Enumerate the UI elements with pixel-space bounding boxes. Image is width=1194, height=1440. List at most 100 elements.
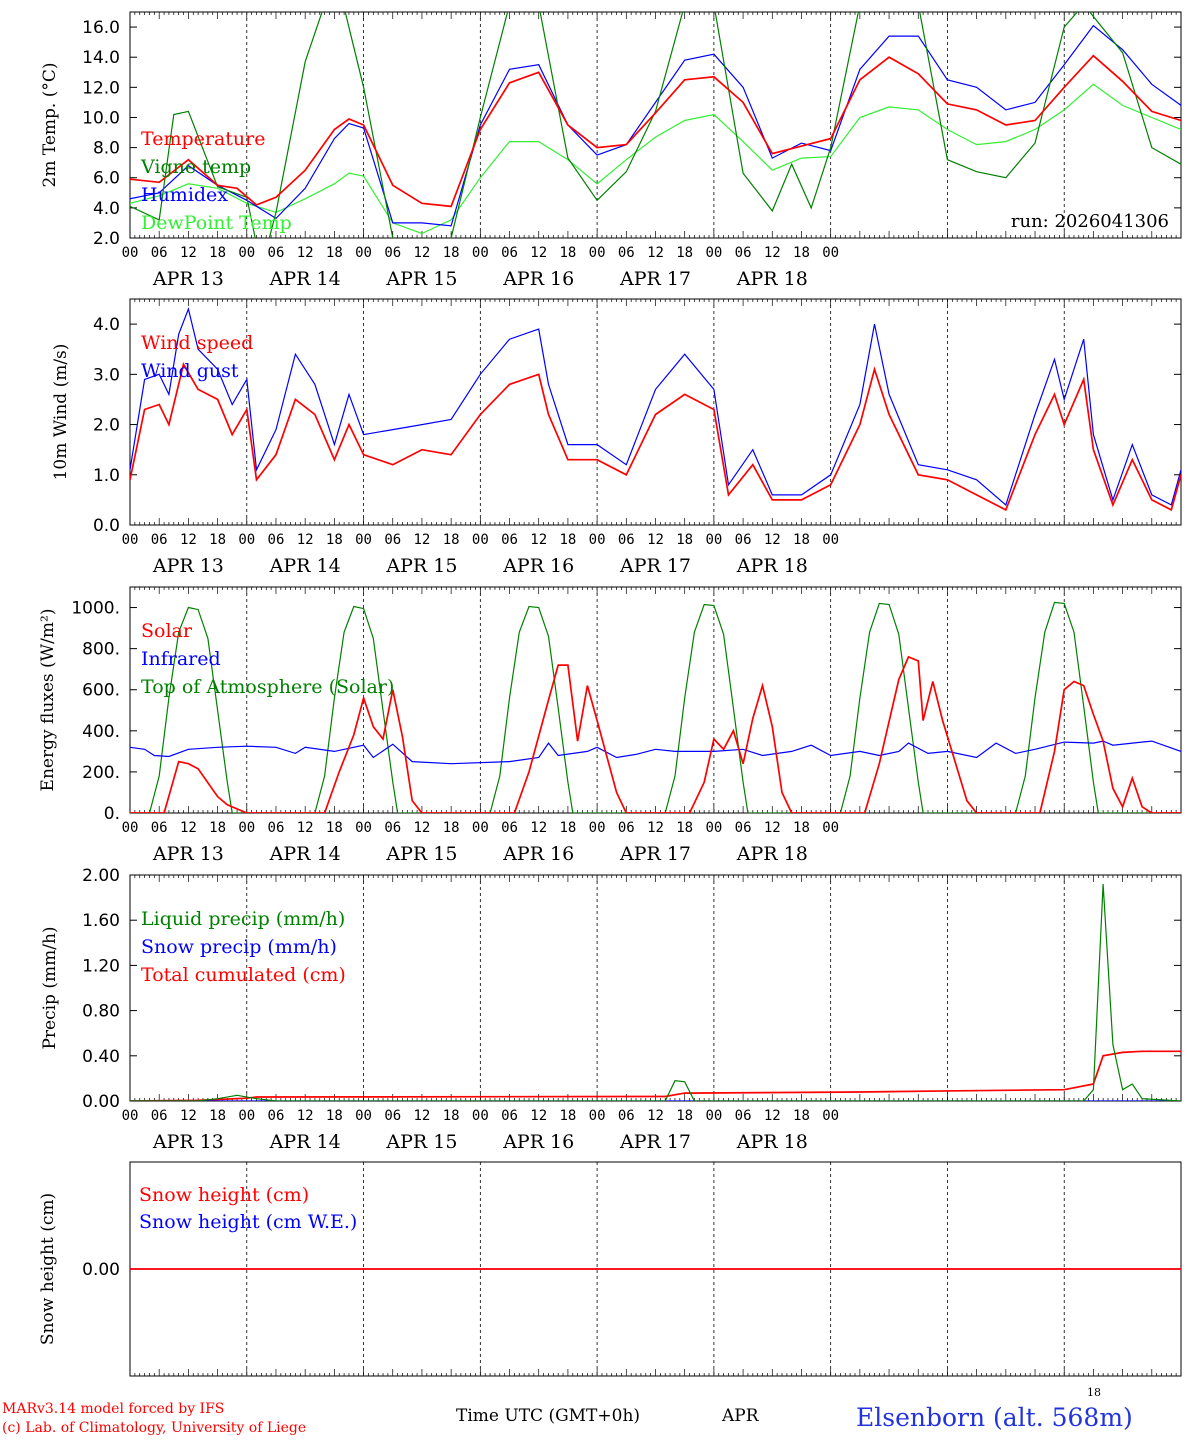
y-tick-label: 400. (82, 722, 120, 742)
panel-wind: 0.0 1.0 2.0 3.0 4.0 10m Wind (m/s) 00 06 12 18 00 0… (51, 298, 1182, 577)
y-tick-label: 12.0 (82, 78, 120, 98)
day-label: APR 13 (152, 843, 224, 865)
series-line-liquid-precip-mm-h- (130, 883, 1181, 1101)
x-tick-label: 06 (151, 532, 168, 548)
x-tick-label: 12 (180, 820, 197, 836)
x-tick-label: 18 (443, 820, 460, 836)
x-tick-label: 00 (355, 1108, 372, 1124)
y-tick-label: 1.60 (82, 911, 120, 931)
x-tick-label: 00 (122, 1108, 139, 1124)
day-label: APR 18 (736, 843, 808, 865)
x-tick-label: 06 (151, 245, 168, 261)
day-label: APR 13 (152, 1131, 224, 1153)
panel-temp: 2.0 4.0 6.0 8.0 10.0 12.0 14.0 16.0 2m Temp. (°C… (40, 11, 1182, 290)
x-tick-label: 18 (676, 1108, 693, 1124)
panel-energy: 0. 200. 400. 600. 800. 1000. Energy fluxes (W/… (38, 586, 1182, 865)
x-tick-label: 06 (151, 1108, 168, 1124)
legend-entry: Snow precip (mm/h) (141, 936, 337, 958)
panel-precip: 0.00 0.40 0.80 1.20 1.60 2.00 Precip (mm/h) 00 0… (40, 866, 1182, 1153)
y-tick-label: 1.0 (93, 466, 120, 486)
x-tick-label: 06 (268, 532, 285, 548)
series-line-solar (130, 655, 1181, 813)
x-tick-label: 00 (589, 532, 606, 548)
y-tick-label: 0. (104, 804, 120, 824)
x-tick-label: 18 (793, 245, 810, 261)
x-tick-label: 06 (501, 532, 518, 548)
x-tick-label: 12 (647, 245, 664, 261)
day-label: APR 17 (619, 1131, 691, 1153)
series-line-wind-gust (130, 306, 1181, 506)
y-tick-label: 0.80 (82, 1002, 120, 1022)
day-label: APR 18 (736, 1131, 808, 1153)
y-tick-label: 0.40 (82, 1047, 120, 1067)
x-tick-label: 06 (268, 245, 285, 261)
x-tick-label: 06 (501, 820, 518, 836)
x-tick-label: 18 (559, 820, 576, 836)
day-label: APR 15 (385, 555, 457, 577)
x-tick-label: 12 (764, 1108, 781, 1124)
x-tick-label: 18 (209, 820, 226, 836)
x-tick-label: 00 (822, 532, 839, 548)
series-line-humidex (130, 24, 1181, 227)
x-tick-label: 18 (209, 532, 226, 548)
x-tick-label: 00 (705, 820, 722, 836)
x-tick-label: 18 (326, 1108, 343, 1124)
x-tick-label: 00 (238, 1108, 255, 1124)
x-tick-label: 12 (414, 820, 431, 836)
day-label: APR 15 (385, 268, 457, 290)
x-tick-label: 06 (735, 532, 752, 548)
x-tick-label: 12 (764, 532, 781, 548)
y-tick-label: 4.0 (93, 315, 120, 335)
day-label: APR 17 (619, 268, 691, 290)
x-tick-label: 12 (180, 532, 197, 548)
x-tick-label: 18 (676, 532, 693, 548)
x-tick-label: 18 (559, 532, 576, 548)
x-tick-label: 00 (589, 820, 606, 836)
day-label: APR 14 (269, 843, 341, 865)
x-tick-label: 12 (414, 1108, 431, 1124)
x-tick-label: 00 (355, 245, 372, 261)
legend-entry: Snow height (cm W.E.) (139, 1211, 357, 1233)
x-tick-label: 00 (472, 245, 489, 261)
x-tick-label: 12 (414, 532, 431, 548)
x-tick-label: 06 (618, 1108, 635, 1124)
x-tick-label: 12 (297, 1108, 314, 1124)
x-tick-label: 00 (355, 820, 372, 836)
y-tick-label: 200. (82, 763, 120, 783)
x-tick-label: 18 (676, 820, 693, 836)
y-tick-label: 0.0 (93, 516, 120, 536)
day-label: APR 16 (502, 843, 574, 865)
series-line-infrared (130, 740, 1181, 765)
legend-entry: DewPoint Temp (141, 212, 292, 234)
x-tick-label: 00 (472, 532, 489, 548)
x-tick-label: 00 (238, 532, 255, 548)
x-tick-label: 12 (647, 532, 664, 548)
hour-superscript: 18 (1087, 1386, 1101, 1399)
x-tick-label: 18 (326, 820, 343, 836)
legend-entry: Infrared (141, 648, 221, 670)
series-line-total-cumulated-cm- (130, 1050, 1181, 1101)
y-tick-label: 2.00 (82, 866, 120, 886)
x-tick-label: 06 (501, 245, 518, 261)
x-tick-label: 18 (443, 245, 460, 261)
x-tick-label: 12 (530, 820, 547, 836)
x-tick-label: 18 (326, 532, 343, 548)
x-tick-label: 18 (793, 532, 810, 548)
model-credit: MARv3.14 model forced by IFS (2, 1401, 225, 1417)
series-line-vigne-temp (130, 12, 1181, 238)
x-tick-label: 12 (297, 820, 314, 836)
y-tick-label: 3.0 (93, 365, 120, 385)
x-tick-label: 18 (443, 532, 460, 548)
y-tick-label: 6.0 (93, 169, 120, 189)
panel-frame (129, 11, 1182, 239)
x-tick-label: 06 (151, 820, 168, 836)
x-tick-label: 00 (122, 820, 139, 836)
series-line-wind-speed (130, 362, 1181, 512)
legend-entry: Wind speed (141, 332, 253, 354)
y-axis-label: Precip (mm/h) (40, 926, 60, 1049)
x-tick-label: 18 (559, 245, 576, 261)
station-title: Elsenborn (alt. 568m) (856, 1403, 1133, 1432)
x-tick-label: 00 (589, 245, 606, 261)
legend-entry: Total cumulated (cm) (141, 964, 346, 986)
